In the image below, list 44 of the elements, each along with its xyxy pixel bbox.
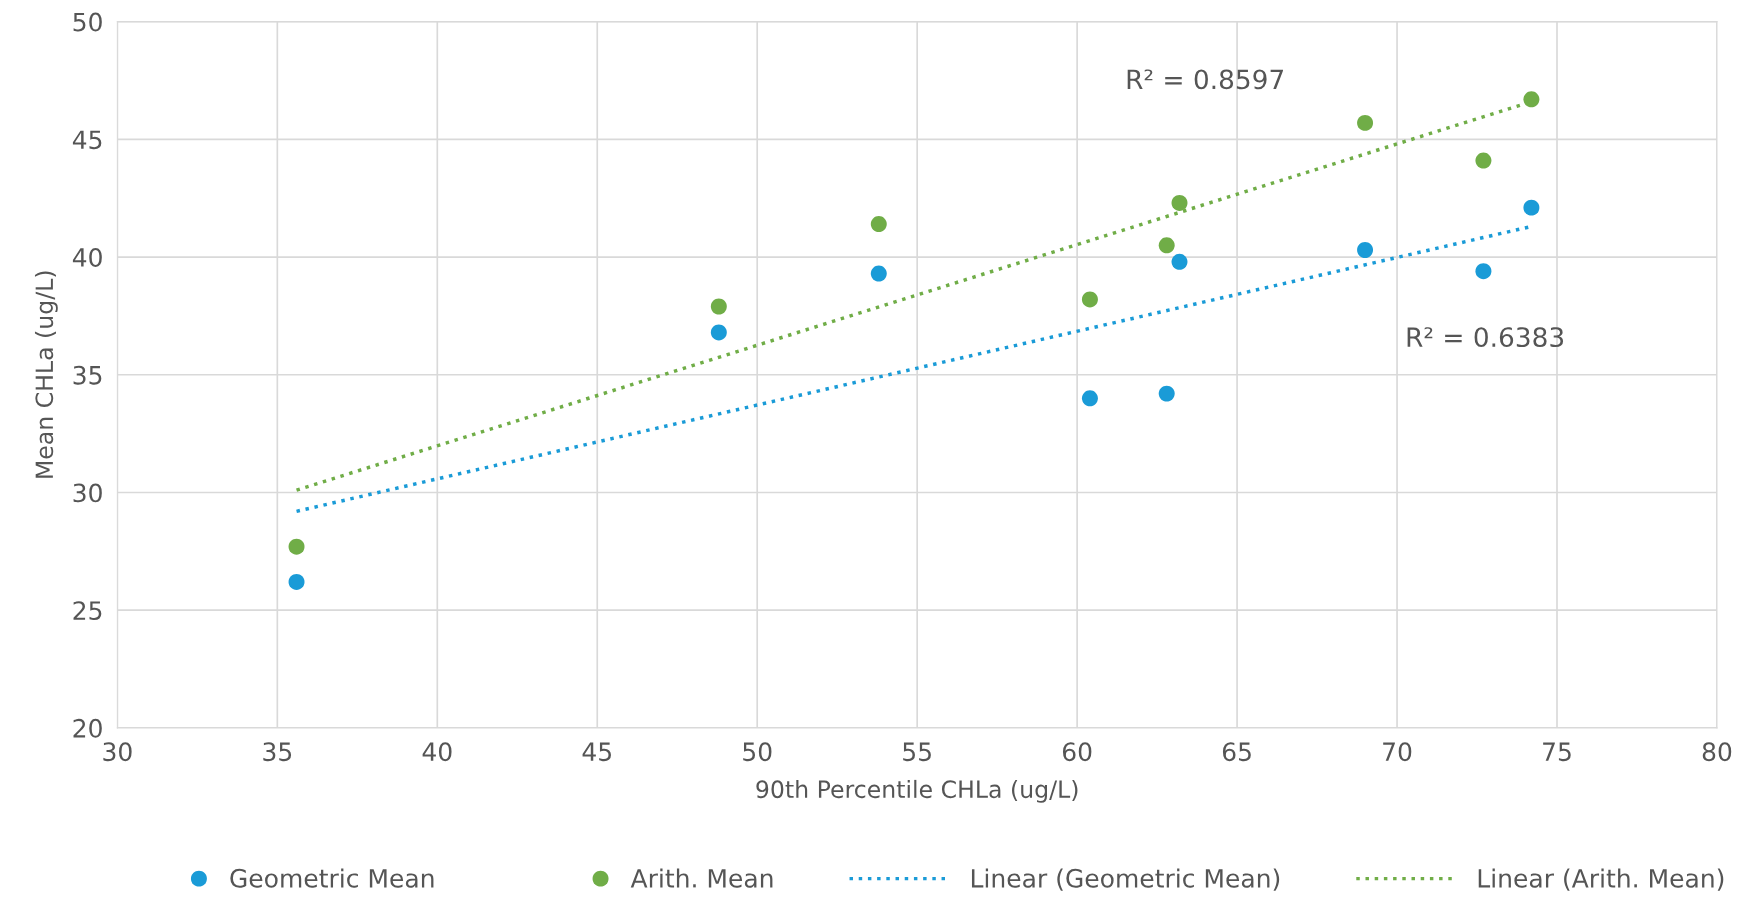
point <box>1357 242 1374 258</box>
x-tick-label: 35 <box>263 742 292 762</box>
y-axis-title: Mean CHLa (ug/L) <box>34 271 58 478</box>
x-tick-label: 30 <box>103 742 132 762</box>
point <box>1523 199 1540 216</box>
point <box>1475 263 1492 280</box>
x-tick-label: 45 <box>582 742 611 762</box>
point <box>870 216 887 233</box>
point <box>870 265 887 282</box>
point <box>710 298 727 315</box>
point <box>1523 91 1540 108</box>
point <box>1081 390 1098 407</box>
x-tick-label: 50 <box>743 742 772 762</box>
annotation: R² = 0.8597 <box>1127 69 1283 90</box>
point <box>288 573 305 590</box>
point <box>288 538 305 555</box>
legend-label: Linear (Geometric Mean) <box>971 868 1280 891</box>
y-tick-label: 45 <box>72 130 102 150</box>
y-tick-label: 30 <box>73 483 102 503</box>
x-tick-label: 75 <box>1543 742 1571 762</box>
x-tick-label: 80 <box>1702 742 1732 762</box>
y-tick-label: 50 <box>73 12 102 32</box>
x-tick-label: 70 <box>1383 742 1412 762</box>
annotation: R² = 0.6383 <box>1407 327 1564 348</box>
point <box>1081 291 1098 308</box>
point <box>1475 152 1492 169</box>
y-tick-label: 20 <box>73 718 102 738</box>
point <box>1171 253 1188 270</box>
y-tick-label: 35 <box>73 365 102 385</box>
point <box>1158 385 1175 402</box>
point <box>710 324 727 341</box>
point <box>1171 194 1188 211</box>
x-tick-label: 55 <box>903 742 931 762</box>
legend-label: Geometric Mean <box>230 868 434 888</box>
x-axis-title: 90th Percentile CHLa (ug/L) <box>756 779 1078 803</box>
point <box>1158 237 1175 254</box>
y-tick-label: 25 <box>73 601 102 621</box>
x-tick-label: 65 <box>1222 742 1251 762</box>
x-tick-label: 60 <box>1062 742 1092 762</box>
legend-label: Arith. Mean <box>630 868 773 888</box>
point <box>1357 114 1374 131</box>
y-tick-label: 40 <box>72 248 102 267</box>
x-tick-label: 40 <box>422 742 452 762</box>
legend-label: Linear (Arith. Mean) <box>1478 868 1724 891</box>
